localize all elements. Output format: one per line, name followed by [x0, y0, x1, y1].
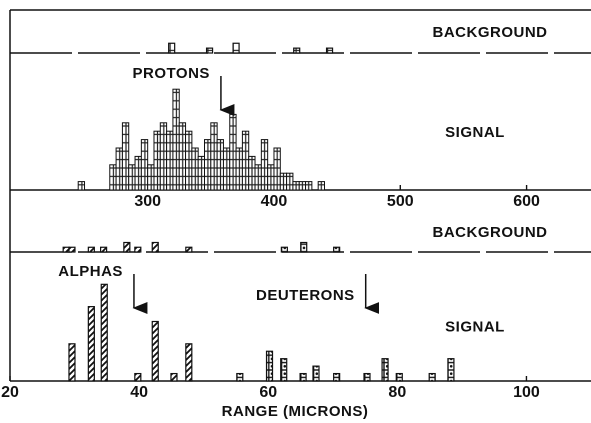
- histogram-bar: [292, 181, 300, 191]
- annotation: DEUTERONS: [256, 287, 355, 304]
- panel-label: BACKGROUND: [433, 224, 548, 241]
- bar: [205, 47, 214, 54]
- x-tick-label: 500: [387, 193, 414, 210]
- histogram-bar: [298, 181, 307, 191]
- histogram-bar: [241, 130, 250, 191]
- x-tick-label: 300: [134, 193, 161, 210]
- histogram-bar: [153, 130, 161, 191]
- histogram-bar: [229, 113, 237, 191]
- histogram-bar: [191, 147, 199, 191]
- bar: [62, 246, 70, 253]
- bar: [333, 246, 341, 253]
- bar: [312, 365, 320, 382]
- histogram-bar: [197, 155, 206, 191]
- histogram-bar: [178, 122, 187, 191]
- x-tick-label: 600: [513, 193, 540, 210]
- bar: [293, 47, 301, 54]
- histogram-bar: [134, 155, 142, 191]
- bar: [280, 246, 288, 253]
- histogram-bar: [159, 122, 168, 191]
- histogram-bar: [147, 164, 155, 191]
- bar: [395, 372, 403, 382]
- bar: [232, 42, 240, 54]
- panel-label: SIGNAL: [445, 318, 505, 335]
- histogram-bar: [305, 181, 313, 191]
- bar: [100, 246, 108, 253]
- bar: [333, 372, 341, 382]
- bar: [151, 241, 159, 253]
- x-tick-label: 400: [261, 193, 288, 210]
- x-tick-label: 20: [1, 384, 19, 401]
- panel-label: SIGNAL: [445, 124, 505, 141]
- histogram-bar: [210, 122, 218, 191]
- x-tick-label: 80: [388, 384, 406, 401]
- histogram-bar: [216, 139, 224, 191]
- annotation: PROTONS: [133, 65, 210, 82]
- bar: [100, 283, 108, 382]
- bar: [300, 241, 308, 253]
- histogram-bar: [235, 147, 243, 191]
- histogram-bar: [185, 130, 193, 191]
- histogram-bar: [121, 122, 130, 191]
- bar: [68, 246, 76, 253]
- x-tick-label: 40: [130, 384, 148, 401]
- bar: [280, 358, 288, 382]
- histogram-bar: [286, 172, 294, 191]
- bar: [170, 372, 178, 382]
- histogram-bar: [279, 172, 288, 191]
- x-tick-label: 60: [259, 384, 277, 401]
- bar: [168, 42, 176, 54]
- histogram-bar: [128, 164, 136, 191]
- histogram-bar: [166, 130, 174, 191]
- panel-label: BACKGROUND: [433, 24, 548, 41]
- bar: [87, 246, 95, 253]
- histogram-bar: [260, 139, 269, 191]
- bar: [447, 358, 455, 382]
- bar: [428, 372, 436, 382]
- histogram-bar: [77, 181, 86, 191]
- bar: [363, 372, 371, 382]
- bar: [381, 358, 389, 382]
- bar: [265, 350, 274, 382]
- bar: [299, 372, 307, 382]
- histogram-bar: [254, 164, 262, 191]
- histogram-bar: [140, 139, 149, 191]
- bar: [325, 47, 334, 54]
- histogram-bar: [115, 147, 123, 191]
- bar: [68, 343, 76, 382]
- bar: [185, 343, 193, 382]
- x-axis-label: RANGE (MICRONS): [222, 403, 369, 420]
- x-tick-label: 100: [513, 384, 540, 401]
- histogram-bar: [109, 164, 117, 191]
- annotation: ALPHAS: [58, 263, 123, 280]
- bar: [87, 306, 95, 382]
- histogram-bar: [273, 147, 281, 191]
- histogram-bar: [317, 181, 325, 191]
- histogram-bar: [172, 88, 180, 191]
- histogram-bar: [222, 147, 231, 191]
- bar: [134, 372, 142, 382]
- bar: [123, 241, 131, 253]
- bar: [185, 246, 193, 253]
- histogram-bar: [204, 139, 212, 191]
- bar: [134, 246, 142, 253]
- histogram-bar: [248, 155, 256, 191]
- histogram-bar: [267, 164, 275, 191]
- bar: [151, 320, 159, 382]
- bar: [236, 372, 244, 382]
